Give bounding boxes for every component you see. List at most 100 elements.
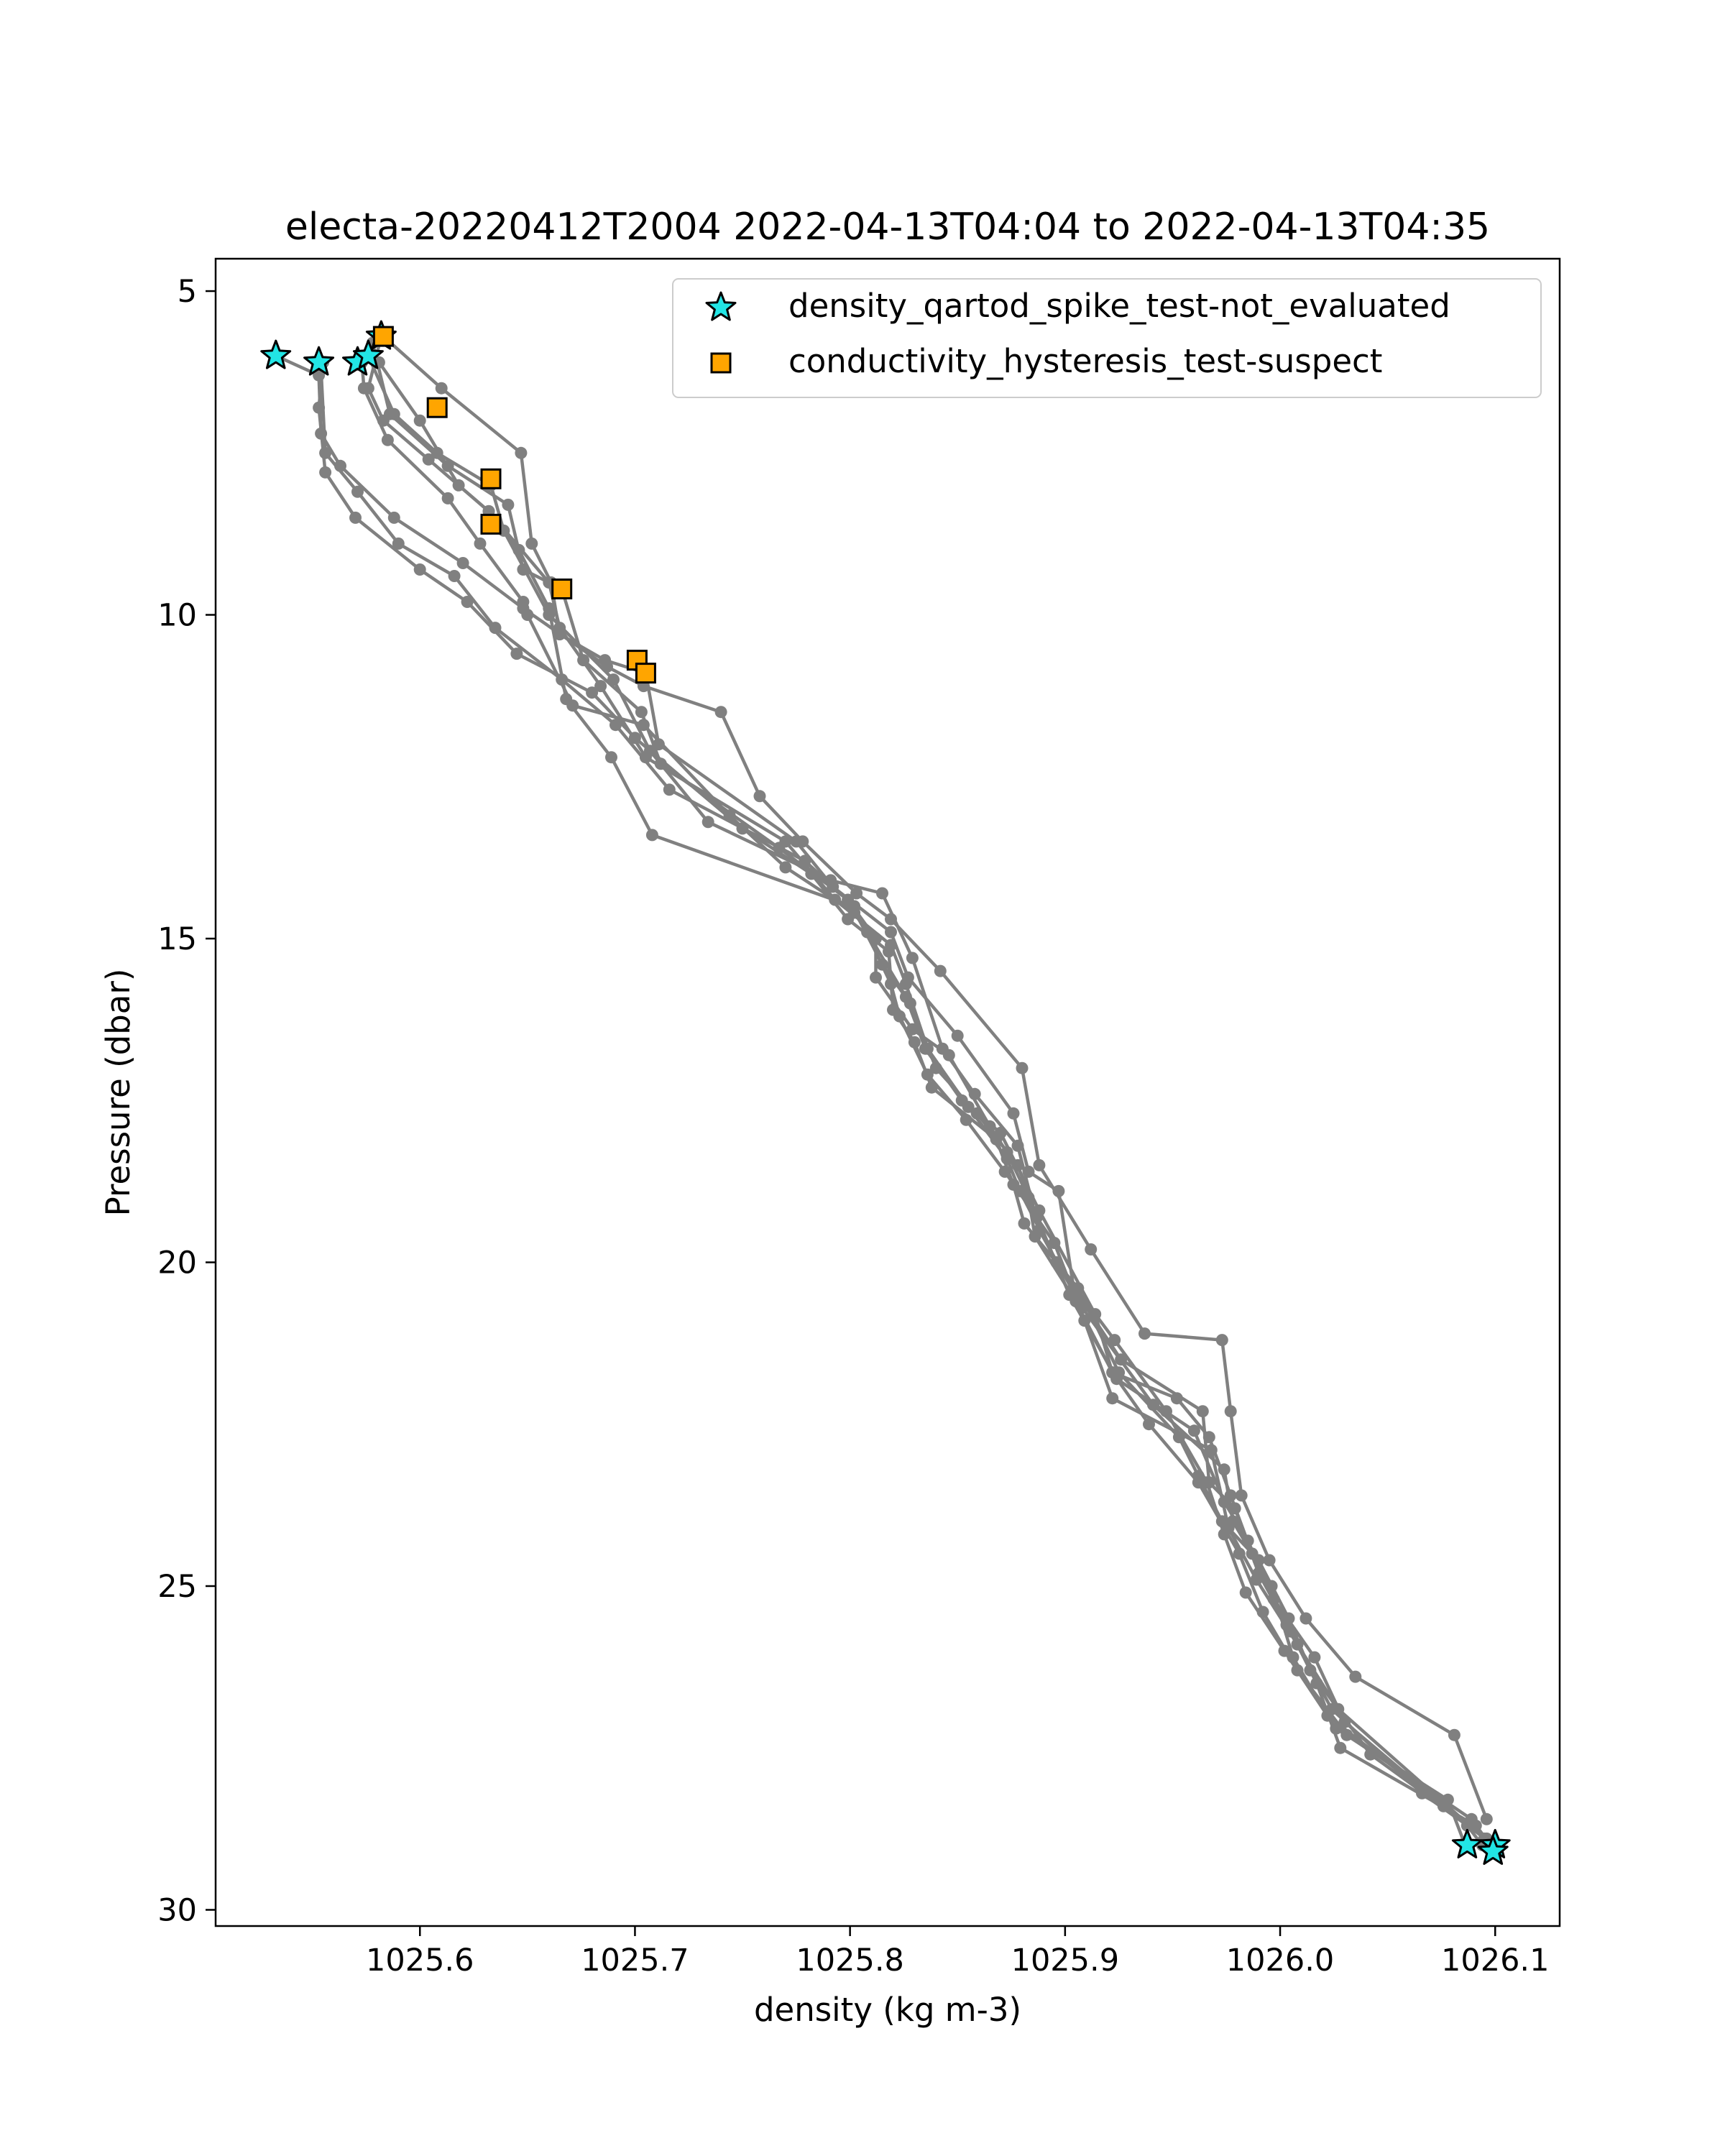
profile-point xyxy=(1287,1651,1300,1664)
profile-point xyxy=(1200,1476,1213,1489)
profile-point xyxy=(448,570,461,582)
profile-point xyxy=(1048,1237,1061,1249)
profile-point xyxy=(870,971,882,984)
profile-point xyxy=(517,596,530,608)
profile-point xyxy=(1250,1573,1263,1586)
profile-point xyxy=(643,745,656,757)
profile-point xyxy=(1278,1644,1291,1657)
profile-point xyxy=(512,543,525,556)
profile-point xyxy=(607,673,620,686)
profile-point xyxy=(489,622,502,635)
y-tick-label: 15 xyxy=(157,921,197,957)
profile-point xyxy=(968,1087,981,1100)
profile-point xyxy=(377,414,390,427)
profile-point xyxy=(1448,1728,1460,1741)
profile-point xyxy=(876,887,888,900)
profile-point xyxy=(605,751,617,764)
profile-point xyxy=(1170,1392,1183,1405)
profile-point xyxy=(1052,1184,1065,1197)
profile-point xyxy=(702,816,714,829)
profile-point xyxy=(413,563,426,576)
chart-title: electa-20220412T2004 2022-04-13T04:04 to… xyxy=(285,206,1490,249)
hysteresis-flag-marker xyxy=(480,513,502,535)
profile-point xyxy=(1235,1489,1248,1502)
profile-point xyxy=(1218,1463,1230,1476)
x-tick-label: 1025.7 xyxy=(581,1943,689,1978)
profile-point xyxy=(456,557,469,569)
profile-point xyxy=(413,414,426,427)
profile-point xyxy=(921,1068,934,1081)
y-tick-label: 10 xyxy=(157,598,197,634)
profile-point xyxy=(1308,1651,1321,1664)
profile-point xyxy=(362,382,374,395)
y-tick-label: 5 xyxy=(178,274,197,310)
profile-point xyxy=(842,913,855,926)
profile-point xyxy=(1263,1554,1276,1567)
profile-point xyxy=(521,609,534,621)
profile-point xyxy=(1106,1392,1119,1405)
profile-point xyxy=(1187,1424,1200,1437)
hysteresis-flag-marker xyxy=(372,326,394,347)
profile-point xyxy=(319,466,332,479)
profile-point xyxy=(349,511,362,524)
x-tick-label: 1025.8 xyxy=(796,1943,903,1978)
plot-frame xyxy=(214,257,1561,1927)
y-tick-label: 25 xyxy=(157,1569,197,1605)
profile-point xyxy=(381,433,394,446)
profile-point xyxy=(510,648,523,660)
y-axis-ticks: 5 10 15 20 25 30 xyxy=(157,274,216,1928)
flag-markers-layer xyxy=(260,320,1511,1865)
profile-point xyxy=(1291,1638,1304,1651)
profile-point xyxy=(1011,1139,1024,1152)
hysteresis-flag-marker xyxy=(426,397,448,418)
profile-point xyxy=(1011,1158,1024,1171)
profile-point xyxy=(714,706,727,719)
profile-point xyxy=(960,1113,972,1126)
x-axis-label: density (kg m-3) xyxy=(754,1991,1021,2029)
profile-point xyxy=(1338,1715,1351,1728)
profile-point xyxy=(474,537,487,550)
profile-point xyxy=(392,537,405,550)
profile-point xyxy=(441,492,454,505)
profile-point xyxy=(929,1061,942,1074)
profile-point xyxy=(1215,1334,1228,1347)
legend-star-icon xyxy=(705,291,737,321)
profile-point xyxy=(1222,1521,1235,1534)
legend-label-spike: density_qartod_spike_test-not_evaluated xyxy=(788,287,1450,325)
profile-point xyxy=(387,407,400,420)
profile-point xyxy=(1063,1289,1076,1302)
profile-point xyxy=(435,382,448,395)
x-tick-label: 1026.1 xyxy=(1441,1943,1549,1978)
profile-point xyxy=(422,453,435,466)
profile-point xyxy=(970,1107,983,1120)
profile-point xyxy=(1108,1334,1121,1347)
x-tick-label: 1025.9 xyxy=(1011,1943,1119,1978)
x-axis-ticks: 1025.6 1025.7 1025.8 1025.9 1026.0 1026.1 xyxy=(366,1926,1549,1978)
y-tick-label: 20 xyxy=(157,1245,197,1281)
profile-point xyxy=(1218,1496,1230,1508)
legend-square-swatch xyxy=(710,352,732,374)
profile-point xyxy=(1480,1812,1493,1825)
profile-point xyxy=(645,829,658,842)
profile-point xyxy=(1138,1327,1151,1340)
profile-point xyxy=(876,958,888,971)
profile-point xyxy=(635,706,648,719)
profile-point xyxy=(753,790,766,803)
profile-point xyxy=(1143,1418,1155,1431)
profile-point xyxy=(899,977,912,990)
profile-point xyxy=(1321,1709,1334,1722)
profile-point xyxy=(525,537,538,550)
profile-point xyxy=(594,680,607,693)
spike-flag-marker xyxy=(1451,1828,1483,1858)
profile-point xyxy=(962,1100,975,1113)
profile-point xyxy=(951,1029,964,1042)
profile-point xyxy=(1239,1586,1252,1599)
profile-point xyxy=(1033,1158,1046,1171)
profile-point xyxy=(1300,1612,1312,1625)
profile-point xyxy=(1334,1741,1347,1754)
profile-point xyxy=(1224,1405,1237,1418)
profile-point xyxy=(1110,1373,1123,1386)
profile-point xyxy=(663,783,676,796)
profile-point xyxy=(1267,1593,1280,1606)
